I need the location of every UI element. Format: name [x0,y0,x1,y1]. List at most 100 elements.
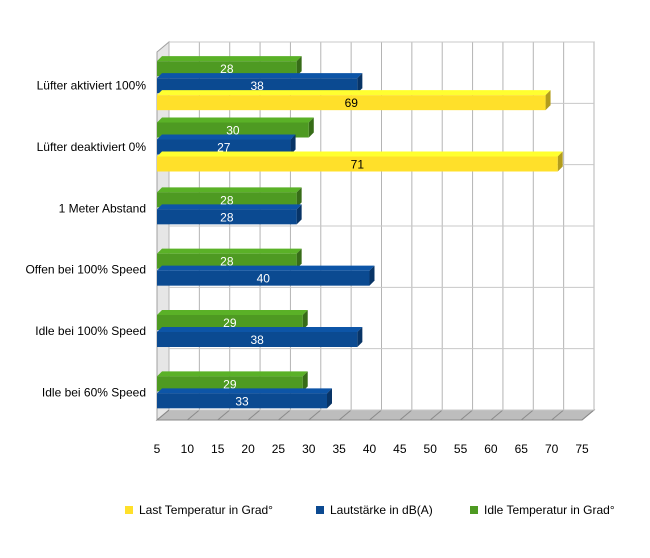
data-label: 29 [223,316,237,330]
data-label: 33 [235,394,249,408]
floor-gridline [278,409,291,421]
bar-side-face [296,56,302,77]
bar-top-face [157,151,563,157]
bar [157,376,303,392]
bar-side-face [302,371,308,392]
floor-gridline [156,409,170,421]
bar-top-face [157,327,363,332]
bar [157,78,358,94]
bar [157,393,327,409]
data-label: 69 [345,96,359,110]
floor-gridline [338,409,352,421]
bar-top-face [157,248,302,254]
bar-top-face [157,117,314,123]
bar-top-face [157,73,363,79]
x-tick-label: 35 [332,442,346,456]
bar-side-face [302,310,308,330]
bar-side-face [296,248,302,269]
legend-item-idle-temperatur: Idle Temperatur in Grad° [470,502,615,517]
category-label: Lüfter aktiviert 100% [37,79,147,93]
x-tick-label: 45 [393,442,407,456]
data-label: 40 [257,272,271,286]
bar-side-face [369,265,375,286]
legend-label: Lautstärke in dB(A) [330,502,433,517]
floor-gridline [399,409,413,421]
bar [157,95,546,111]
data-label: 38 [250,333,264,347]
bar [157,122,309,138]
bar-side-face [327,388,332,409]
data-label: 28 [220,62,234,76]
legend-item-last-temperatur: Last Temperatur in Grad° [125,502,273,517]
bar-top-face [157,388,332,394]
bar-side-face [296,204,302,225]
x-tick-label: 15 [211,442,225,456]
bar-top-face [157,265,375,271]
bar-side-face [357,73,363,94]
category-label: Offen bei 100% Speed [25,263,146,277]
bar [157,139,291,155]
legend-swatch-lautstaerke [316,505,324,514]
bar-top-face [157,187,302,193]
x-tick-label: 40 [363,442,377,456]
category-label: Idle bei 60% Speed [42,385,146,399]
bar-top-face [157,134,296,140]
floor-gridline [308,409,322,421]
bar [157,315,303,330]
x-tick-label: 5 [154,442,161,456]
data-label: 38 [250,79,264,93]
legend-label: Last Temperatur in Grad° [139,502,273,517]
category-label: Lüfter deaktiviert 0% [37,140,147,154]
bar-top-face [157,56,302,62]
category-label: 1 Meter Abstand [59,201,146,215]
bar-side-face [545,90,551,111]
floor-gridline [369,409,382,421]
bar-top-face [157,90,551,96]
x-tick-label: 50 [424,442,438,456]
bar-side-face [308,117,314,138]
data-label: 71 [351,158,365,172]
x-tick-label: 10 [181,442,195,456]
bar-top-face [157,204,302,210]
x-tick-label: 25 [272,442,286,456]
floor-gridline [490,409,504,421]
x-tick-label: 60 [484,442,498,456]
floor-gridline [217,409,231,421]
data-label: 28 [220,210,234,224]
x-tick-label: 30 [302,442,316,456]
floor-gridline [460,409,473,421]
x-tick-label: 20 [241,442,255,456]
x-tick-label: 55 [454,442,468,456]
floor-gridline [187,409,200,421]
floor-gridline [520,409,534,421]
bar-side-face [557,151,563,172]
bar [157,209,297,225]
bar-top-face [157,310,308,315]
legend: Last Temperatur in Grad° Lautstärke in d… [0,502,650,522]
bar [157,332,358,347]
bar-side-face [296,187,302,208]
bar-side-face [290,134,296,155]
bar [157,61,297,77]
data-label: 28 [220,193,234,207]
legend-swatch-idle-temperatur [470,505,478,514]
bar [157,253,297,269]
bar-top-face [157,371,308,377]
bar-side-face [357,327,363,347]
bar [157,192,297,208]
data-label: 29 [223,377,237,391]
x-tick-label: 75 [575,442,589,456]
bar [157,270,370,286]
floor-gridline [551,409,564,421]
floor-gridline [247,409,261,421]
legend-label: Idle Temperatur in Grad° [484,502,615,517]
bar [157,156,558,172]
category-label: Idle bei 100% Speed [35,324,146,338]
floor-gridline [581,409,595,421]
data-label: 30 [226,124,240,138]
legend-swatch-last-temperatur [125,505,133,514]
data-label: 28 [220,255,234,269]
data-label: 27 [217,141,231,155]
floor-gridline [429,409,443,421]
